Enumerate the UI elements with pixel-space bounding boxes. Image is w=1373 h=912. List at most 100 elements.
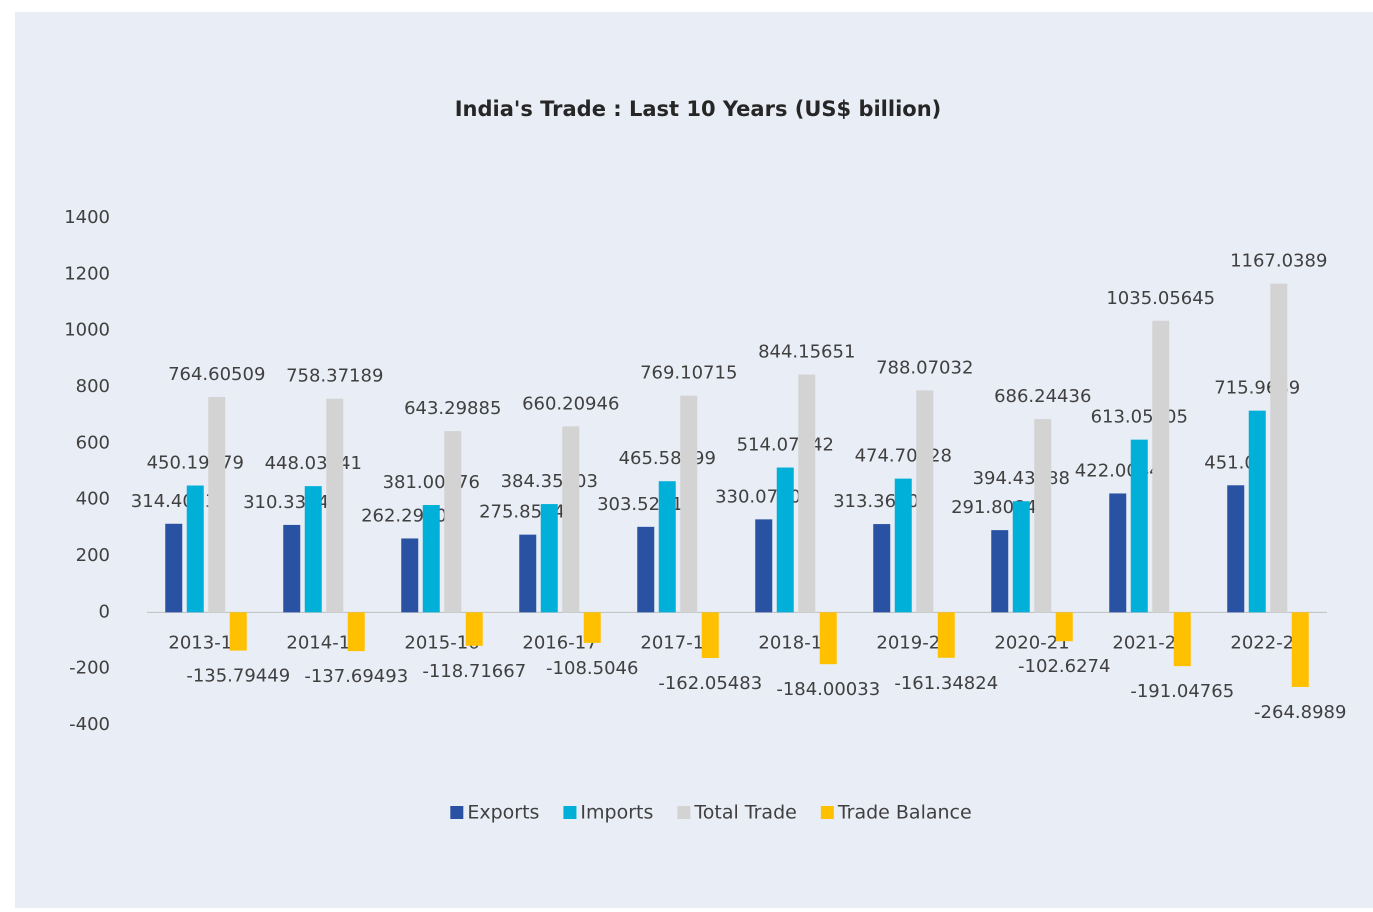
legend-swatch: [563, 806, 577, 819]
bar: [819, 612, 837, 665]
y-tick-label: 200: [76, 545, 110, 566]
data-label: 715.9689: [1214, 378, 1300, 399]
bar: [1227, 485, 1245, 613]
y-tick-label: 1000: [64, 320, 110, 341]
data-label: -161.34824: [894, 673, 998, 694]
bar: [583, 612, 601, 643]
bar: [165, 523, 183, 613]
data-label: 313.36104: [833, 491, 930, 512]
x-tick-label: 2016-17: [522, 632, 597, 653]
x-tick-label: 2021-22: [1112, 632, 1187, 653]
bar: [776, 467, 794, 613]
data-label: 384.35703: [501, 471, 598, 492]
data-label: 514.07842: [737, 435, 834, 456]
data-label: 394.43588: [973, 468, 1070, 489]
bar: [1270, 283, 1288, 613]
x-tick-label: 2013-14: [168, 632, 243, 653]
bar: [916, 390, 934, 613]
bar: [347, 612, 365, 652]
bar: [1130, 439, 1148, 613]
y-tick-label: -200: [69, 658, 110, 679]
bar: [1012, 501, 1030, 613]
x-tick-label: 2020-21: [994, 632, 1069, 653]
data-label: 1035.05645: [1106, 288, 1215, 309]
x-tick-label: 2015-16: [404, 632, 479, 653]
bar: [1034, 419, 1052, 613]
bar: [1173, 612, 1191, 667]
bar: [937, 612, 955, 658]
y-tick-label: 800: [76, 376, 110, 397]
legend-label: Exports: [467, 802, 539, 824]
data-label: 465.58099: [619, 448, 716, 469]
data-label: -264.8989: [1254, 702, 1346, 723]
data-label: 275.85243: [479, 502, 576, 523]
bar: [562, 426, 580, 613]
legend-swatch: [677, 806, 691, 819]
bar: [701, 612, 719, 658]
x-tick-label: 2017-18: [640, 632, 715, 653]
bar: [229, 612, 247, 651]
bar: [798, 374, 816, 613]
bar: [326, 398, 344, 613]
bar: [444, 431, 462, 613]
legend-swatch: [450, 806, 464, 819]
data-label: -135.79449: [186, 666, 290, 687]
data-label: 788.07032: [876, 357, 973, 378]
bar: [1291, 612, 1309, 687]
bar: [991, 530, 1009, 613]
bar: [540, 504, 558, 613]
data-label: -184.00033: [776, 679, 880, 700]
data-label: 303.52616: [597, 494, 694, 515]
data-label: 330.07809: [715, 486, 812, 507]
y-tick-label: 1200: [64, 263, 110, 284]
y-tick-label: 0: [99, 601, 110, 622]
y-tick-label: 1400: [64, 207, 110, 228]
legend: Exports Imports Total Trade Trade Balance: [450, 802, 972, 824]
bar: [873, 524, 891, 613]
bar: [1055, 612, 1073, 642]
data-label: -118.71667: [422, 661, 526, 682]
data-label: 758.37189: [286, 366, 383, 387]
x-tick-label: 2019-20: [876, 632, 951, 653]
x-tick-label: 2022-23: [1230, 632, 1305, 653]
legend-label: Total Trade: [693, 802, 796, 824]
bar: [208, 396, 226, 613]
y-tick-label: 400: [76, 489, 110, 510]
legend-swatch: [820, 806, 834, 819]
data-label: 474.70928: [855, 446, 952, 467]
bar: [755, 519, 773, 613]
bar: [680, 395, 698, 613]
data-label: 262.29109: [361, 505, 458, 526]
data-label: 291.80848: [951, 497, 1048, 518]
data-label: 310.33848: [243, 492, 340, 513]
data-label: -162.05483: [658, 673, 762, 694]
bar: [1152, 320, 1170, 613]
bar: [637, 526, 655, 613]
bar: [283, 524, 301, 613]
legend-label: Trade Balance: [837, 802, 972, 824]
bar: [1109, 493, 1127, 613]
bar: [658, 481, 676, 613]
bar: [894, 478, 912, 613]
data-label: -108.5046: [546, 658, 638, 679]
y-tick-label: 600: [76, 432, 110, 453]
bar: [186, 485, 204, 613]
data-label: -191.04765: [1130, 681, 1234, 702]
data-label: 686.24436: [994, 386, 1091, 407]
bar: [422, 505, 440, 613]
x-tick-label: 2018-19: [758, 632, 833, 653]
data-label: 381.00776: [383, 472, 480, 493]
x-tick-label: 2014-15: [286, 632, 361, 653]
data-label: 450.19979: [147, 453, 244, 474]
data-label: 643.29885: [404, 398, 501, 419]
data-label: 844.15651: [758, 342, 855, 363]
data-label: 314.4053: [131, 491, 217, 512]
legend-label: Imports: [580, 802, 653, 824]
data-label: 448.03341: [265, 453, 362, 474]
bar: [465, 612, 483, 646]
data-label: 769.10715: [640, 363, 737, 384]
data-label: 1167.0389: [1230, 251, 1327, 272]
data-label: 613.05205: [1091, 407, 1188, 428]
data-label: 764.60509: [168, 364, 265, 385]
